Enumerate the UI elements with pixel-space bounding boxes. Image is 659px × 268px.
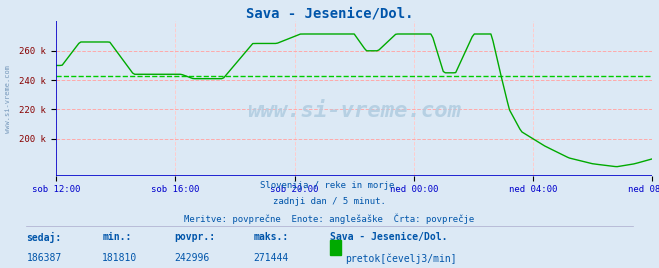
Text: sedaj:: sedaj: — [26, 232, 61, 243]
Text: zadnji dan / 5 minut.: zadnji dan / 5 minut. — [273, 197, 386, 206]
Text: pretok[čevelj3/min]: pretok[čevelj3/min] — [345, 253, 457, 264]
Text: min.:: min.: — [102, 232, 132, 242]
Text: povpr.:: povpr.: — [175, 232, 215, 242]
Text: Sava - Jesenice/Dol.: Sava - Jesenice/Dol. — [246, 7, 413, 21]
Text: 271444: 271444 — [254, 253, 289, 263]
Text: Slovenija / reke in morje.: Slovenija / reke in morje. — [260, 181, 399, 190]
Text: 181810: 181810 — [102, 253, 137, 263]
Text: www.si-vreme.com: www.si-vreme.com — [5, 65, 11, 133]
Text: 186387: 186387 — [26, 253, 61, 263]
Text: Sava - Jesenice/Dol.: Sava - Jesenice/Dol. — [330, 232, 447, 242]
Text: maks.:: maks.: — [254, 232, 289, 242]
Text: Meritve: povprečne  Enote: anglešaške  Črta: povprečje: Meritve: povprečne Enote: anglešaške Črt… — [185, 213, 474, 224]
Text: 242996: 242996 — [175, 253, 210, 263]
Text: www.si-vreme.com: www.si-vreme.com — [247, 101, 461, 121]
